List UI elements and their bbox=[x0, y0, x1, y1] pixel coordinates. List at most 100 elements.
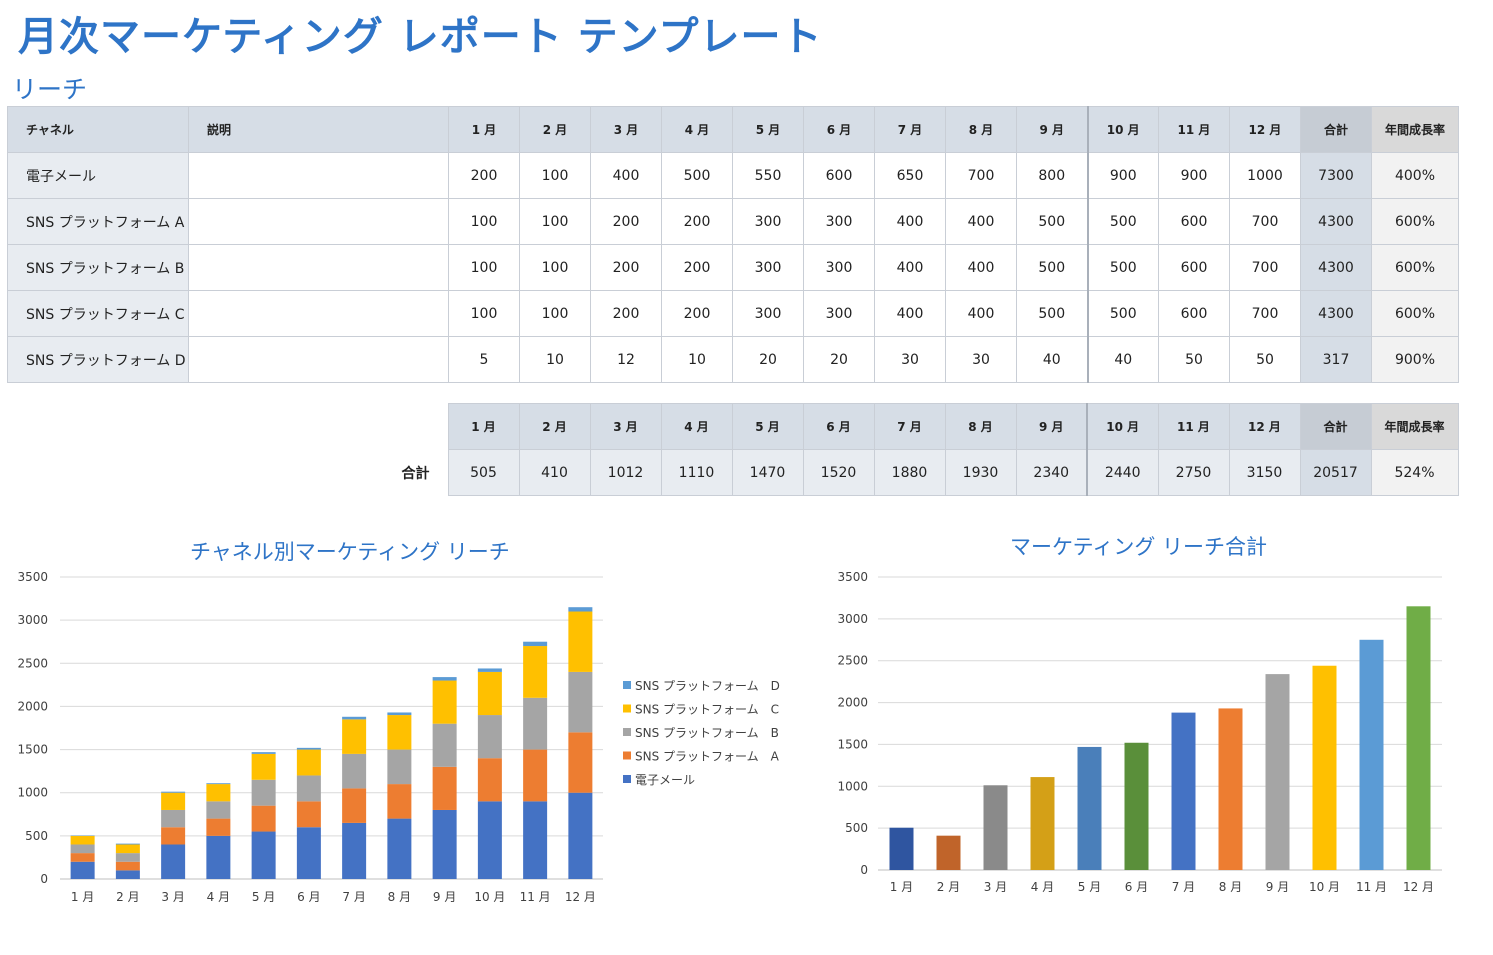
bar-segment bbox=[568, 793, 592, 879]
y-tick-label: 2500 bbox=[837, 654, 868, 668]
month-value[interactable]: 200 bbox=[591, 199, 662, 245]
totals-header-month: 11 月 bbox=[1158, 404, 1229, 450]
month-value[interactable]: 700 bbox=[1230, 291, 1301, 337]
month-value[interactable]: 500 bbox=[1088, 291, 1159, 337]
month-value[interactable]: 10 bbox=[520, 337, 591, 383]
y-tick-label: 0 bbox=[40, 872, 48, 886]
month-value[interactable]: 100 bbox=[449, 245, 520, 291]
y-tick-label: 1000 bbox=[17, 786, 48, 800]
month-value[interactable]: 800 bbox=[1017, 153, 1088, 199]
month-value[interactable]: 500 bbox=[1088, 199, 1159, 245]
bar-segment bbox=[478, 668, 502, 671]
bar-segment bbox=[252, 832, 276, 879]
month-value[interactable]: 500 bbox=[1017, 291, 1088, 337]
channel-description[interactable] bbox=[189, 337, 449, 383]
legend-swatch bbox=[623, 705, 631, 713]
channel-name: 電子メール bbox=[8, 153, 189, 199]
bar-segment bbox=[116, 844, 140, 853]
month-value[interactable]: 500 bbox=[1017, 199, 1088, 245]
x-tick-label: 6 月 bbox=[1125, 880, 1148, 894]
bar-segment bbox=[252, 780, 276, 806]
row-growth: 600% bbox=[1372, 291, 1459, 337]
month-value[interactable]: 400 bbox=[591, 153, 662, 199]
month-value[interactable]: 600 bbox=[804, 153, 875, 199]
month-value[interactable]: 200 bbox=[449, 153, 520, 199]
month-value[interactable]: 100 bbox=[520, 291, 591, 337]
blank-cell bbox=[7, 450, 188, 496]
month-value[interactable]: 200 bbox=[591, 291, 662, 337]
month-value[interactable]: 20 bbox=[804, 337, 875, 383]
legend-label: SNS プラットフォーム C bbox=[635, 703, 779, 717]
month-value[interactable]: 400 bbox=[946, 245, 1017, 291]
month-value[interactable]: 50 bbox=[1230, 337, 1301, 383]
month-value[interactable]: 30 bbox=[875, 337, 946, 383]
month-value[interactable]: 100 bbox=[449, 291, 520, 337]
month-value[interactable]: 550 bbox=[733, 153, 804, 199]
month-value[interactable]: 700 bbox=[1230, 245, 1301, 291]
month-value[interactable]: 600 bbox=[1159, 245, 1230, 291]
month-value[interactable]: 900 bbox=[1088, 153, 1159, 199]
month-value[interactable]: 10 bbox=[662, 337, 733, 383]
month-value[interactable]: 300 bbox=[804, 199, 875, 245]
month-value[interactable]: 40 bbox=[1088, 337, 1159, 383]
month-value[interactable]: 600 bbox=[1159, 199, 1230, 245]
month-value[interactable]: 200 bbox=[662, 291, 733, 337]
row-growth: 600% bbox=[1372, 245, 1459, 291]
month-value[interactable]: 500 bbox=[1017, 245, 1088, 291]
month-value[interactable]: 50 bbox=[1159, 337, 1230, 383]
month-value[interactable]: 900 bbox=[1159, 153, 1230, 199]
header-month: 11 月 bbox=[1159, 107, 1230, 153]
month-value[interactable]: 400 bbox=[946, 291, 1017, 337]
page-title: 月次マーケティング レポート テンプレート bbox=[18, 4, 822, 62]
month-value[interactable]: 400 bbox=[875, 245, 946, 291]
row-total: 4300 bbox=[1301, 199, 1372, 245]
month-value[interactable]: 200 bbox=[662, 199, 733, 245]
month-value[interactable]: 200 bbox=[662, 245, 733, 291]
month-value[interactable]: 12 bbox=[591, 337, 662, 383]
bar-segment bbox=[478, 758, 502, 801]
bar-segment bbox=[161, 793, 185, 810]
month-value[interactable]: 100 bbox=[449, 199, 520, 245]
month-value[interactable]: 300 bbox=[804, 291, 875, 337]
month-value[interactable]: 40 bbox=[1017, 337, 1088, 383]
month-value[interactable]: 300 bbox=[733, 245, 804, 291]
month-value[interactable]: 650 bbox=[875, 153, 946, 199]
x-tick-label: 10 月 bbox=[1309, 880, 1340, 894]
x-tick-label: 1 月 bbox=[71, 890, 94, 904]
bar-segment bbox=[71, 862, 95, 879]
month-value[interactable]: 400 bbox=[946, 199, 1017, 245]
totals-header-total: 合計 bbox=[1300, 404, 1371, 450]
y-tick-label: 1500 bbox=[17, 743, 48, 757]
month-value[interactable]: 30 bbox=[946, 337, 1017, 383]
totals-header-month: 8 月 bbox=[945, 404, 1016, 450]
channel-description[interactable] bbox=[189, 153, 449, 199]
month-value[interactable]: 600 bbox=[1159, 291, 1230, 337]
month-value[interactable]: 200 bbox=[591, 245, 662, 291]
month-value[interactable]: 5 bbox=[449, 337, 520, 383]
channel-description[interactable] bbox=[189, 245, 449, 291]
month-value[interactable]: 1000 bbox=[1230, 153, 1301, 199]
totals-header-month: 7 月 bbox=[874, 404, 945, 450]
month-value[interactable]: 300 bbox=[804, 245, 875, 291]
month-value[interactable]: 100 bbox=[520, 199, 591, 245]
bar-segment bbox=[523, 698, 547, 750]
channel-description[interactable] bbox=[189, 291, 449, 337]
month-value[interactable]: 400 bbox=[875, 199, 946, 245]
channel-description[interactable] bbox=[189, 199, 449, 245]
totals-month-value: 2440 bbox=[1087, 450, 1158, 496]
month-value[interactable]: 300 bbox=[733, 199, 804, 245]
month-value[interactable]: 100 bbox=[520, 245, 591, 291]
month-value[interactable]: 500 bbox=[1088, 245, 1159, 291]
bar-segment bbox=[252, 754, 276, 780]
month-value[interactable]: 500 bbox=[662, 153, 733, 199]
month-value[interactable]: 400 bbox=[875, 291, 946, 337]
header-month: 4 月 bbox=[662, 107, 733, 153]
month-value[interactable]: 20 bbox=[733, 337, 804, 383]
month-value[interactable]: 100 bbox=[520, 153, 591, 199]
month-value[interactable]: 700 bbox=[1230, 199, 1301, 245]
month-value[interactable]: 700 bbox=[946, 153, 1017, 199]
header-month: 2 月 bbox=[520, 107, 591, 153]
month-value[interactable]: 300 bbox=[733, 291, 804, 337]
